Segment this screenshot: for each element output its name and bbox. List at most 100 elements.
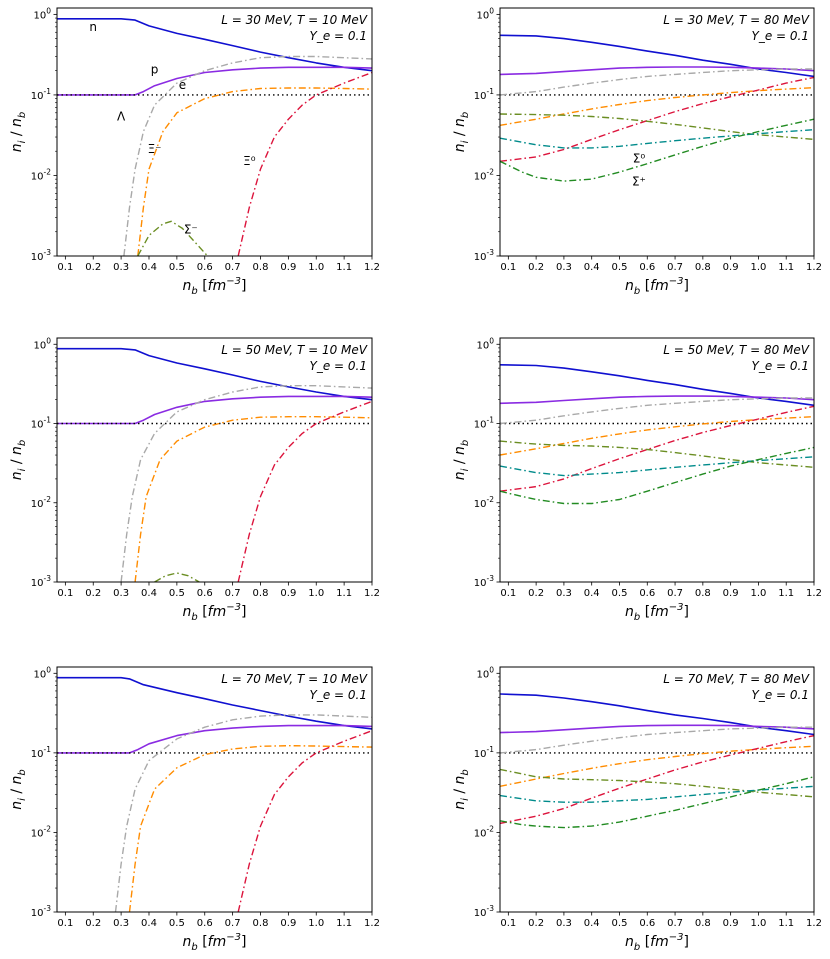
x-tick-label: 0.7 [667, 918, 683, 929]
series-line-xi-zero [500, 76, 814, 162]
chart-title: L = 30 MeV, T = 80 MeV [663, 13, 809, 27]
x-tick-label: 0.1 [500, 918, 516, 929]
x-tick-label: 0.7 [225, 588, 241, 599]
chart-panel-6: 0.1 0.2 0.3 0.4 0.5 0.6 0.7 0.8 0.9 1.0 1.1 1.2 100 1… [452, 665, 822, 953]
x-axis-label: nb [fm−3] [183, 276, 247, 297]
series-group [500, 364, 814, 505]
x-tick-label: 1.0 [750, 262, 766, 273]
x-tick-label: 0.1 [57, 588, 73, 599]
series-line-lambda [120, 385, 372, 582]
chart-panel-3: 0.1 0.2 0.3 0.4 0.5 0.6 0.7 0.8 0.9 1.0 1.1 1.2 100 1… [9, 336, 380, 623]
y-axis-label: ni / nb [452, 440, 471, 481]
y-axis-label: ni / nb [9, 112, 28, 153]
x-tick-label: 0.3 [113, 918, 129, 929]
chart-title: L = 70 MeV, T = 10 MeV [221, 672, 367, 686]
y-tick-label: 10-3 [31, 904, 51, 919]
x-tick-label: 0.5 [169, 262, 185, 273]
series-line-xi-minus [500, 416, 814, 456]
y-tick-label: 10-2 [474, 824, 494, 839]
curve-label-n: n [89, 20, 97, 34]
series-group [500, 693, 814, 829]
x-tick-label: 0.5 [169, 918, 185, 929]
curve-label-xi-minus: Ξ⁻ [148, 142, 162, 156]
series-group [57, 17, 372, 256]
x-tick-label: 0.7 [225, 918, 241, 929]
y-tick-label: 10-1 [31, 745, 51, 760]
y-axis-label: ni / nb [452, 112, 471, 153]
x-tick-label: 1.0 [308, 918, 324, 929]
chart-subtitle: Y_e = 0.1 [752, 688, 809, 702]
y-tick-label: 100 [33, 6, 51, 21]
x-tick-label: 1.1 [336, 588, 352, 599]
y-tick-label: 10-1 [474, 87, 494, 102]
series-line-xi-zero [237, 71, 372, 256]
chart-panel-1: 0.1 0.2 0.3 0.4 0.5 0.6 0.7 0.8 0.9 1.0 1.1 1.2 100 1… [9, 6, 380, 297]
series-line-xi-zero [237, 400, 372, 582]
chart-subtitle: Y_e = 0.1 [752, 359, 809, 373]
x-tick-label: 0.7 [225, 262, 241, 273]
chart-title: L = 50 MeV, T = 80 MeV [663, 343, 809, 357]
y-tick-label: 10-2 [31, 495, 51, 510]
x-tick-label: 0.2 [85, 918, 101, 929]
series-line-p [500, 724, 814, 734]
series-line-p [500, 66, 814, 76]
series-line-lambda [123, 55, 372, 256]
series-line-lambda [500, 397, 814, 425]
x-tick-label: 0.5 [612, 918, 628, 929]
y-tick-label: 10-3 [31, 248, 51, 263]
x-tick-label: 0.6 [639, 918, 655, 929]
x-tick-label: 0.5 [169, 588, 185, 599]
x-tick-label: 1.0 [750, 588, 766, 599]
curve-label-e: e [179, 78, 186, 92]
curve-label-sigma-plus: Σ⁺ [632, 175, 646, 189]
x-tick-label: 0.8 [253, 262, 269, 273]
x-tick-label: 0.7 [667, 588, 683, 599]
x-tick-label: 1.1 [336, 262, 352, 273]
x-tick-label: 0.6 [197, 918, 213, 929]
series-line-xi-zero [500, 734, 814, 825]
x-tick-label: 0.2 [528, 918, 544, 929]
series-line-sigma-plus [500, 446, 814, 505]
y-tick-label: 100 [33, 665, 51, 680]
x-tick-label: 0.7 [667, 262, 683, 273]
series-line-sigma-zero [500, 785, 814, 803]
plot-frame [56, 7, 373, 257]
x-tick-label: 0.6 [639, 262, 655, 273]
series-line-lambda [500, 68, 814, 96]
x-tick-label: 0.9 [723, 918, 739, 929]
curve-label-xi-zero: Ξ⁰ [243, 154, 256, 168]
x-axis-label: nb [fm−3] [625, 932, 689, 953]
y-tick-label: 100 [476, 665, 494, 680]
series-line-sigma-zero [500, 456, 814, 477]
x-tick-label: 1.2 [806, 588, 822, 599]
x-tick-label: 1.0 [308, 588, 324, 599]
x-axis-label: nb [fm−3] [625, 602, 689, 623]
series-line-n [57, 17, 372, 72]
series-line-sigma-zero [500, 129, 814, 149]
y-tick-label: 100 [33, 336, 51, 351]
plot-frame [56, 666, 373, 913]
chart-panel-2: 0.1 0.2 0.3 0.4 0.5 0.6 0.7 0.8 0.9 1.0 1.1 1.2 100 1… [452, 6, 822, 297]
series-line-p [57, 66, 372, 96]
x-axis-label: nb [fm−3] [625, 276, 689, 297]
curve-label-p: p [151, 62, 159, 76]
x-tick-label: 0.2 [528, 588, 544, 599]
x-tick-label: 0.3 [113, 588, 129, 599]
x-tick-label: 1.0 [308, 262, 324, 273]
series-line-xi-minus [137, 87, 372, 256]
y-tick-label: 10-2 [474, 167, 494, 182]
x-tick-label: 0.5 [612, 588, 628, 599]
chart-panel-4: 0.1 0.2 0.3 0.4 0.5 0.6 0.7 0.8 0.9 1.0 1.1 1.2 100 1… [452, 336, 822, 623]
x-tick-label: 0.8 [253, 588, 269, 599]
x-tick-label: 0.6 [197, 588, 213, 599]
x-tick-label: 1.2 [364, 918, 380, 929]
x-tick-label: 0.9 [280, 588, 296, 599]
curve-label-lambda: Λ [117, 110, 126, 124]
series-line-sigma-plus [500, 776, 814, 829]
chart-subtitle: Y_e = 0.1 [310, 29, 367, 43]
x-axis-label: nb [fm−3] [183, 932, 247, 953]
x-tick-label: 0.3 [556, 588, 572, 599]
x-tick-label: 0.3 [556, 262, 572, 273]
series-line-n [57, 347, 372, 401]
